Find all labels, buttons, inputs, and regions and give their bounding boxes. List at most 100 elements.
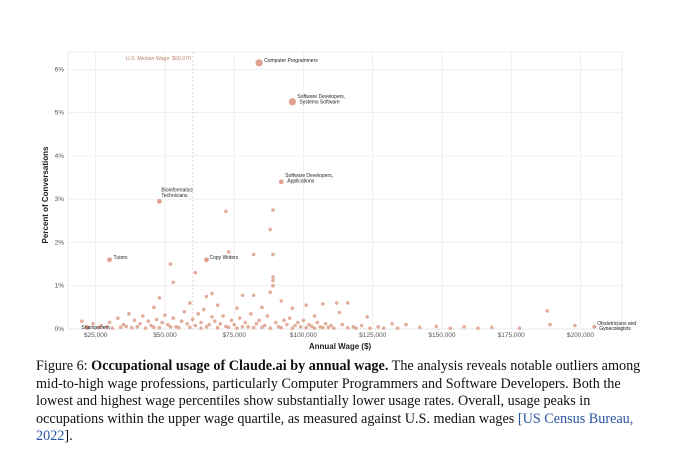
data-point [237, 316, 242, 320]
data-point [213, 319, 217, 324]
data-point [221, 314, 225, 318]
y-tick-label: 6% [55, 66, 65, 73]
data-point [152, 305, 156, 310]
data-point [462, 325, 466, 329]
data-point [226, 325, 231, 330]
y-axis-title: Percent of Conversations [41, 146, 50, 243]
data-point [337, 310, 342, 315]
data-point [321, 302, 325, 306]
data-point [404, 322, 408, 327]
data-point [287, 316, 292, 320]
data-point [210, 315, 214, 319]
citation-link[interactable]: US Census Bureau, 2022 [36, 410, 634, 445]
data-point [99, 323, 104, 328]
data-point [201, 307, 206, 312]
data-point [104, 325, 109, 329]
data-point [235, 306, 239, 311]
point-label: Tutors [114, 255, 128, 261]
data-point [193, 270, 198, 275]
data-point [312, 314, 317, 318]
data-point [282, 318, 286, 323]
y-tick-label: 3% [55, 196, 65, 203]
data-point [215, 303, 220, 307]
data-point [182, 309, 187, 314]
median-wage-line: U.S. Median Wage: $60,070 [126, 52, 194, 329]
data-point [149, 323, 153, 328]
data-point [434, 324, 439, 329]
data-point [332, 326, 336, 330]
data-point [174, 325, 178, 329]
point-label: Bioinformatics Technicians [161, 187, 193, 199]
data-point [548, 322, 552, 327]
data-point [215, 325, 220, 330]
point-label: Shampooers [81, 325, 110, 331]
data-point [271, 283, 275, 288]
data-point [268, 290, 273, 295]
data-point [279, 325, 284, 330]
x-tick-label: $125,000 [359, 332, 386, 339]
data-point [368, 326, 372, 330]
figure-number: Figure 6: [36, 358, 88, 374]
data-point [204, 325, 209, 329]
x-tick-label: $200,000 [567, 332, 594, 339]
median-label: U.S. Median Wage: $60,070 [126, 56, 191, 62]
y-tick-label: 0% [55, 326, 65, 333]
data-point [254, 322, 259, 326]
data-point [260, 325, 264, 330]
data-point [168, 262, 173, 266]
data-point [232, 322, 236, 327]
y-tick-label: 4% [55, 153, 65, 160]
data-point [157, 325, 162, 330]
data-point [107, 320, 112, 325]
data-point [279, 299, 284, 303]
data-point [171, 280, 176, 285]
axis-ticks: 0% 1% 2% 3% 4% 5% 6% $25,000 $50,000 $75,000 $100,… [55, 66, 595, 339]
labeled-point [288, 98, 296, 106]
data-point [257, 318, 261, 323]
data-point [235, 326, 239, 330]
data-point [154, 317, 159, 322]
data-point [229, 318, 234, 323]
data-point [381, 326, 386, 330]
data-point [118, 325, 123, 330]
data-point [91, 322, 95, 326]
data-point [226, 250, 231, 254]
data-point [163, 313, 167, 317]
labeled-point [157, 198, 162, 204]
data-point [354, 326, 358, 330]
labeled-point [255, 59, 263, 67]
data-point [165, 322, 170, 327]
data-point [351, 325, 356, 329]
data-point [301, 318, 306, 323]
data-point [265, 314, 270, 318]
data-point [157, 296, 162, 300]
data-point [417, 325, 422, 330]
figure-title: Occupational usage of Claude.ai by annua… [91, 358, 389, 374]
data-point [168, 325, 173, 329]
data-point [345, 301, 350, 305]
data-point [199, 320, 203, 325]
data-point [179, 319, 184, 324]
data-point [318, 325, 322, 329]
data-point [152, 325, 156, 330]
data-point [448, 326, 453, 330]
data-point [340, 322, 345, 327]
data-point [376, 325, 381, 329]
data-point [315, 320, 320, 325]
point-label: Software Developers, Systems Software [297, 94, 345, 106]
data-point [290, 306, 295, 311]
data-point [196, 312, 200, 316]
citation-close-bracket: ]. [64, 428, 73, 444]
data-point [271, 275, 275, 279]
data-point [476, 326, 480, 330]
data-point [160, 320, 164, 325]
data-point [177, 325, 181, 330]
data-point [273, 320, 278, 325]
data-point [285, 322, 289, 327]
labeled-points: Computer Programmers Software Developers,… [81, 58, 636, 332]
data-point [249, 312, 253, 316]
data-point [359, 323, 364, 328]
data-point [210, 291, 214, 296]
y-tick-label: 5% [55, 110, 65, 117]
